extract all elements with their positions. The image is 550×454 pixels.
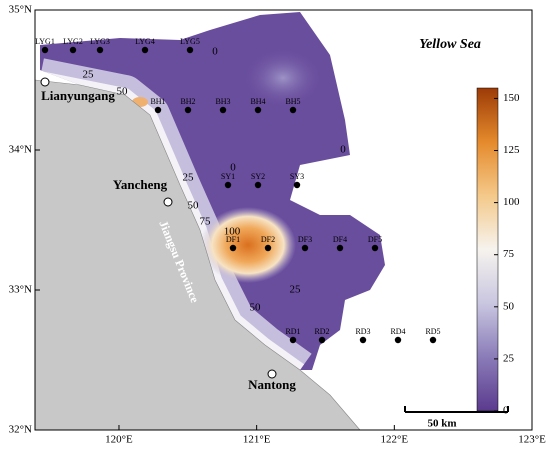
station (371, 244, 379, 252)
station (69, 46, 77, 54)
station (96, 46, 104, 54)
colorbar-tick-label: 75 (503, 248, 515, 260)
station-label: RD4 (390, 327, 405, 336)
station (264, 244, 272, 252)
colorbar (476, 87, 499, 412)
contour-label: 25 (83, 69, 95, 81)
y-tick-label: 32°N (9, 424, 32, 436)
sea-title: Yellow Sea (419, 37, 481, 52)
colorbar-tick-label: 25 (503, 352, 515, 364)
contour-label: 0 (340, 144, 346, 156)
station-label: DF3 (298, 235, 312, 244)
scale-label: 50 km (427, 418, 456, 430)
x-tick-label: 120°E (105, 434, 133, 446)
station (254, 106, 262, 114)
station-label: LYG4 (135, 37, 155, 46)
hotspot (200, 207, 296, 283)
station-label: BH5 (285, 97, 300, 106)
station-label: SY1 (221, 172, 235, 181)
city-marker (163, 197, 173, 207)
contour-label: 0 (212, 46, 218, 58)
station-label: DF4 (333, 235, 347, 244)
station (254, 181, 262, 189)
station (229, 244, 237, 252)
colorbar-tick-label: 150 (503, 92, 520, 104)
station-label: LYG5 (180, 37, 200, 46)
station (184, 106, 192, 114)
station-label: SY3 (290, 172, 304, 181)
cold-patch (243, 48, 323, 108)
station-label: BH3 (215, 97, 230, 106)
x-tick-label: 121°E (243, 434, 271, 446)
land (34, 79, 361, 431)
y-tick-label: 33°N (9, 284, 32, 296)
station (429, 336, 437, 344)
station (336, 244, 344, 252)
city-marker (267, 369, 277, 379)
contour-label: 50 (188, 200, 200, 212)
station (359, 336, 367, 344)
contour-label: 50 (117, 86, 129, 98)
station (224, 181, 232, 189)
city-label: Nantong (248, 377, 296, 392)
station-label: DF1 (226, 235, 240, 244)
station (219, 106, 227, 114)
station-label: DF2 (261, 235, 275, 244)
station (293, 181, 301, 189)
station (289, 336, 297, 344)
colorbar-tick-label: 0 (503, 405, 509, 417)
station (186, 46, 194, 54)
station (394, 336, 402, 344)
station-label: DF5 (368, 235, 382, 244)
station-label: LYG2 (63, 37, 83, 46)
station-label: RD2 (314, 327, 329, 336)
station-label: LYG3 (90, 37, 110, 46)
colorbar-tick-label: 100 (503, 196, 520, 208)
station-label: RD3 (355, 327, 370, 336)
city-marker (40, 77, 50, 87)
contour-label: 75 (200, 216, 212, 228)
contour-label: 25 (183, 172, 195, 184)
city-label: Yancheng (113, 177, 168, 192)
y-tick-label: 34°N (9, 144, 32, 156)
station-label: LYG1 (35, 37, 55, 46)
contour-label: 0 (230, 162, 236, 174)
station-label: RD1 (285, 327, 300, 336)
city-label: Lianyungang (41, 88, 115, 103)
station-label: SY2 (251, 172, 265, 181)
station (318, 336, 326, 344)
station (154, 106, 162, 114)
station (301, 244, 309, 252)
station-label: BH2 (180, 97, 195, 106)
station (289, 106, 297, 114)
frame-border (34, 9, 533, 431)
contour-label: 50 (250, 302, 262, 314)
colorbar-tick-label: 125 (503, 144, 520, 156)
x-tick-label: 123°E (518, 434, 546, 446)
x-tick-label: 122°E (381, 434, 409, 446)
colorbar-tick-label: 50 (503, 300, 515, 312)
contour-label: 25 (290, 284, 302, 296)
station (41, 46, 49, 54)
station-label: BH1 (150, 97, 165, 106)
station (141, 46, 149, 54)
y-tick-label: 35°N (9, 4, 32, 16)
contour-label: 100 (224, 226, 241, 238)
station-label: BH4 (250, 97, 265, 106)
station-label: RD5 (425, 327, 440, 336)
